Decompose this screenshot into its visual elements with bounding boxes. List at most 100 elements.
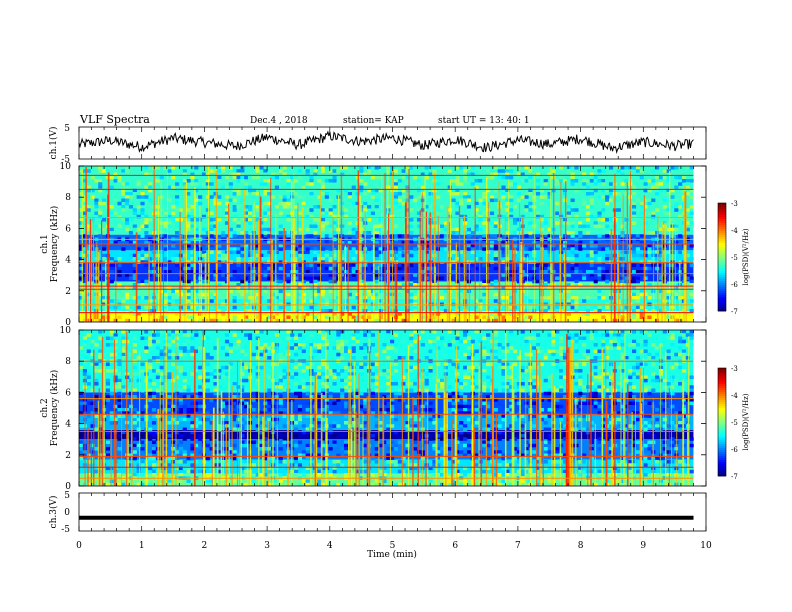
spectrogram-cell [90, 240, 95, 245]
spectrogram-cell [297, 333, 303, 337]
spectrogram-cell [324, 375, 329, 380]
spectrogram-cell [474, 395, 479, 399]
spectrogram-cell [666, 315, 671, 320]
spectrogram-cell [121, 434, 126, 438]
spectrogram-cell [593, 260, 598, 264]
spectrogram-cell [109, 286, 114, 290]
spectrogram-cell [378, 408, 383, 412]
spectrogram-cell [297, 391, 303, 396]
spectrogram-cell [497, 169, 502, 173]
spectrogram-cell [486, 395, 491, 399]
spectrogram-cell [205, 185, 210, 190]
spectrogram-cell [639, 312, 644, 316]
spectrogram-cell [236, 179, 241, 183]
spectrogram-cell [79, 218, 84, 222]
spectrogram-cell [125, 286, 130, 290]
spectrogram-cell [378, 385, 383, 389]
spectrogram-cell [328, 198, 333, 203]
spectrogram-cell [482, 382, 487, 386]
spectrogram-cell [221, 398, 226, 402]
spectrogram-cell [451, 424, 456, 428]
spectrogram-cell [505, 473, 510, 477]
spectrogram-cell [635, 169, 640, 173]
spectrogram-cell [643, 253, 648, 258]
spectrogram-cell [455, 179, 460, 183]
spectrogram-cell [620, 195, 625, 199]
spectrogram-cell [409, 463, 414, 467]
spectrogram-cell [486, 424, 491, 428]
spectrogram-cell [228, 247, 233, 251]
spectrogram-cell [90, 263, 95, 268]
spectrogram-cell [213, 375, 218, 380]
spectrogram-cell [267, 201, 272, 206]
spectrogram-cell [144, 240, 149, 245]
spectrogram-cell [347, 398, 352, 402]
spectrogram-cell [463, 443, 468, 448]
spectrogram-cell [109, 421, 114, 425]
spectrogram-cell [102, 349, 107, 354]
spectrogram-cell [190, 336, 195, 341]
spectrogram-cell [159, 289, 164, 294]
spectrogram-cell [470, 231, 475, 235]
spectrogram-cell [236, 289, 241, 294]
spectrogram-cell [328, 234, 333, 238]
spectrogram-cell [79, 182, 84, 186]
spectrogram-cell [632, 289, 637, 294]
spectrogram-cell [305, 211, 310, 216]
spectrogram-cell [301, 240, 306, 245]
spectrogram-cell [274, 296, 279, 300]
spectrogram-cell [420, 234, 425, 238]
spectrogram-cell [102, 299, 107, 303]
spectrogram-cell [282, 437, 287, 441]
spectrogram-cell [447, 411, 452, 415]
spectrogram-cell [171, 453, 176, 458]
spectrogram-cell [228, 296, 233, 300]
spectrogram-cell [416, 398, 422, 402]
spectrogram-cell [378, 299, 383, 303]
spectrogram-cell [301, 473, 306, 477]
spectrogram-cell [274, 172, 279, 177]
spectrogram-cell [608, 166, 614, 170]
spectrogram-cell [539, 201, 544, 206]
spectrogram-cell [666, 312, 671, 316]
spectrogram-cell [512, 456, 518, 461]
spectrogram-cell [463, 401, 468, 406]
spectrogram-cell [393, 362, 399, 367]
spectrogram-cell [98, 179, 103, 183]
spectrogram-cell [386, 166, 391, 170]
spectrogram-cell [343, 247, 349, 251]
spectrogram-cell [655, 182, 660, 186]
spectrogram-cell [82, 315, 87, 320]
spectrogram-cell [263, 257, 268, 261]
spectrogram-cell [424, 172, 429, 177]
spectrogram-cell [236, 299, 241, 303]
spectrogram-cell [186, 299, 191, 303]
spectrogram-cell [297, 169, 303, 173]
spectrogram-cell [397, 398, 402, 402]
spectrogram-cell [221, 234, 226, 238]
spectrogram-cell [259, 221, 264, 225]
spectrogram-cell [224, 211, 230, 216]
spectrogram-cell [324, 260, 329, 264]
spectrogram-cell [301, 195, 306, 199]
spectrogram-cell [263, 437, 268, 441]
spectrogram-cell [466, 401, 472, 406]
spectrogram-cell [301, 430, 306, 435]
spectrogram-cell [228, 450, 233, 454]
spectrogram-cell [178, 434, 183, 438]
spectrogram-cell [689, 299, 694, 303]
spectrogram-cell [205, 205, 210, 209]
spectrogram-cell [505, 198, 510, 203]
spectrogram-cell [340, 276, 345, 281]
spectrogram-cell [209, 244, 214, 248]
spectrogram-cell [305, 312, 310, 316]
spectrogram-cell [643, 273, 648, 277]
spectrogram-cell [232, 273, 237, 277]
spectrogram-cell [102, 179, 107, 183]
spectrogram-cell [305, 270, 310, 274]
spectrogram-cell [167, 404, 172, 409]
spectrogram-cell [662, 169, 667, 173]
spectrogram-cell [367, 333, 372, 337]
spectrogram-cell [194, 401, 199, 406]
spectrogram-cell [470, 247, 475, 251]
